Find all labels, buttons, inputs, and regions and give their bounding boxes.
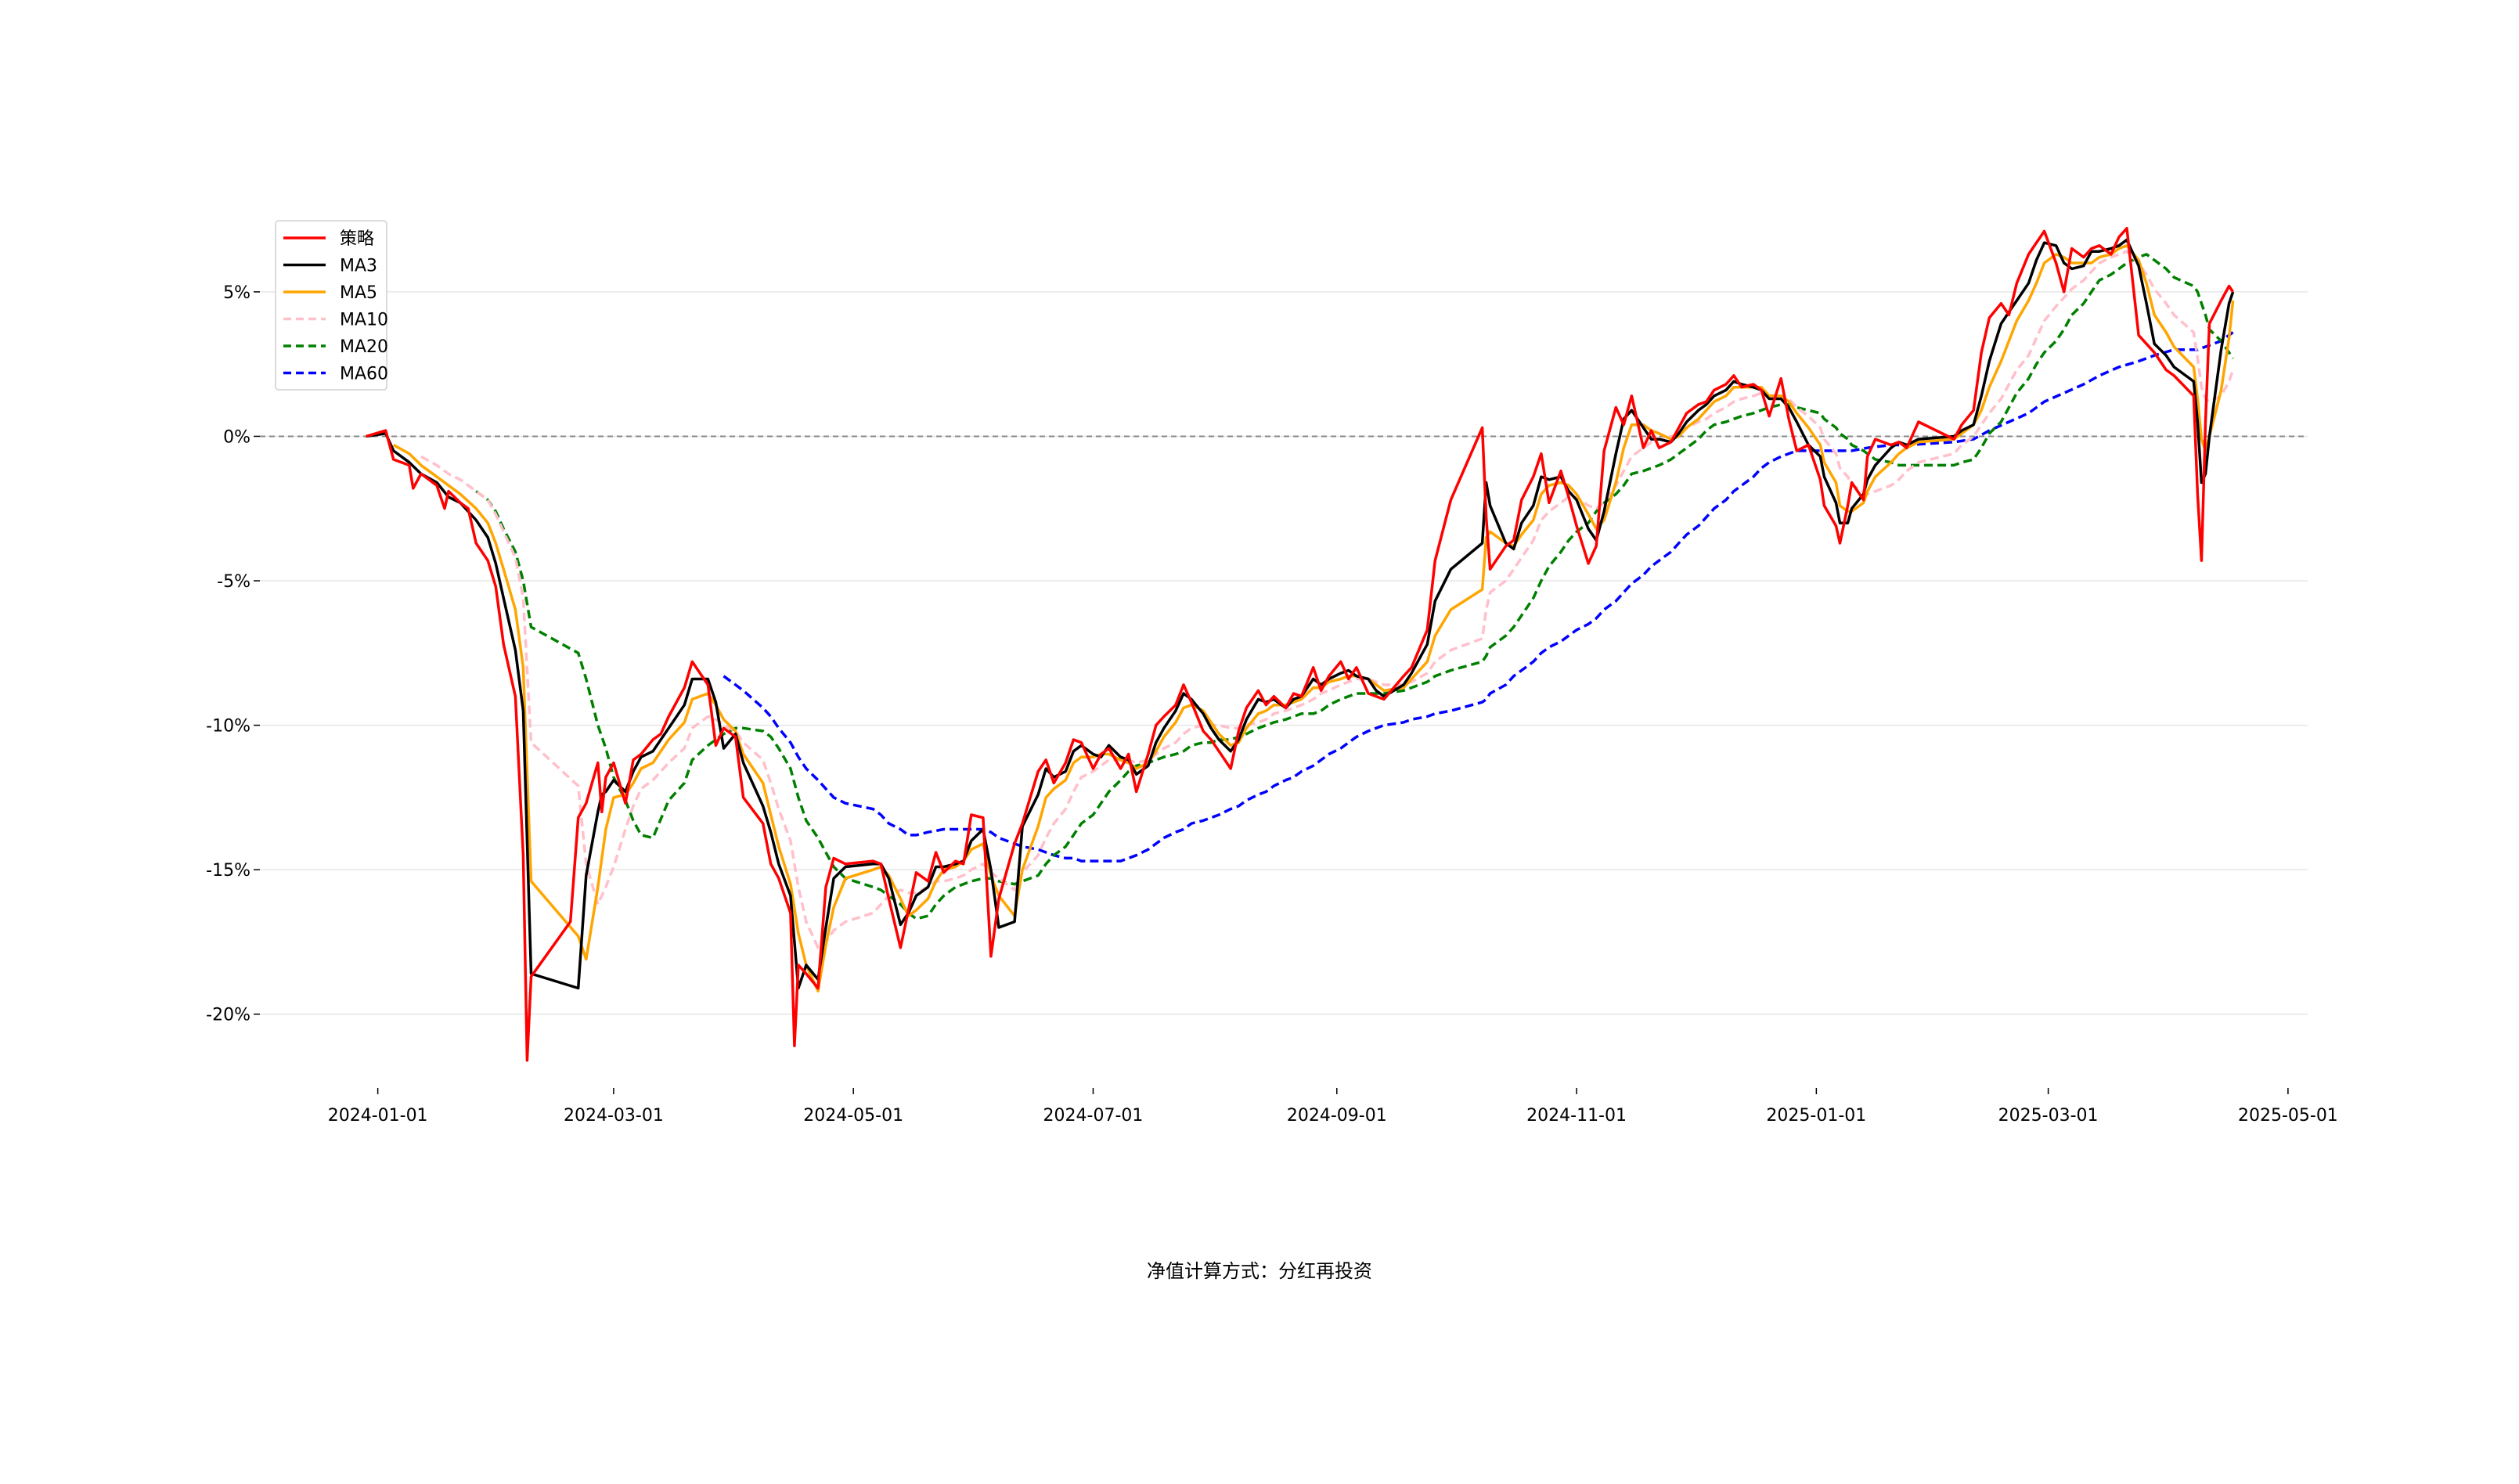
x-axis-ticks: 2024-01-01 2024-03-01 2024-05-01 2024-07-01… <box>328 1088 2338 1126</box>
legend-label: MA20 <box>340 337 388 357</box>
legend-label: MA3 <box>340 257 377 276</box>
y-tick-label: -15% <box>206 861 250 881</box>
series-line-MA20 <box>475 253 2235 920</box>
legend-label: MA60 <box>340 365 388 384</box>
y-tick-label: -20% <box>206 1006 250 1025</box>
legend-label: 策略 <box>340 229 374 249</box>
series-line-策略 <box>366 226 2235 1062</box>
legend: 策略 MA3 MA5 MA10 MA20 MA60 <box>275 220 388 391</box>
series-line-MA60 <box>723 331 2234 863</box>
calculation-method-caption: 净值计算方式：分红再投资 <box>1147 1260 1372 1282</box>
x-tick-label: 2024-11-01 <box>1526 1106 1627 1126</box>
x-tick-label: 2024-09-01 <box>1287 1106 1387 1126</box>
y-tick-label: 0% <box>223 427 250 447</box>
x-tick-label: 2024-03-01 <box>564 1106 664 1126</box>
x-tick-label: 2025-03-01 <box>1998 1106 2099 1126</box>
y-tick-label: -10% <box>206 717 250 737</box>
x-tick-label: 2025-05-01 <box>2238 1106 2338 1126</box>
x-tick-label: 2025-01-01 <box>1766 1106 1866 1126</box>
legend-label: MA10 <box>340 311 388 330</box>
series-line-MA5 <box>392 244 2235 992</box>
series-line-MA10 <box>420 250 2235 949</box>
x-tick-label: 2024-01-01 <box>328 1106 428 1126</box>
y-tick-label: -5% <box>217 572 250 592</box>
series-lines <box>366 226 2235 1062</box>
legend-box <box>275 220 387 391</box>
y-axis-ticks: -20% -15% -10% -5% 0% 5% <box>206 283 260 1025</box>
legend-label: MA5 <box>340 283 377 303</box>
x-tick-label: 2024-07-01 <box>1043 1106 1144 1126</box>
x-tick-label: 2024-05-01 <box>803 1106 903 1126</box>
y-tick-label: 5% <box>223 283 250 303</box>
series-line-MA3 <box>366 238 2235 990</box>
